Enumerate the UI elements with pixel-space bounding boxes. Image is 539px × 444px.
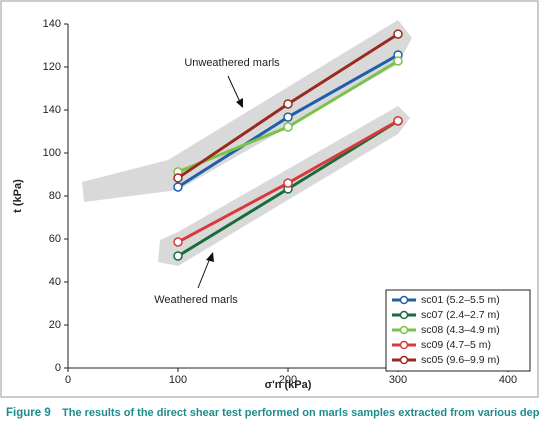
x-tick-label: 0 [65, 374, 71, 386]
arrow-head [236, 98, 243, 108]
legend-label: sc07 (2.4–2.7 m) [421, 309, 500, 321]
x-tick-label: 400 [499, 374, 517, 386]
point [283, 112, 293, 122]
y-tick-label: 40 [49, 276, 61, 288]
y-tick-label: 0 [55, 362, 61, 374]
point [283, 99, 293, 109]
x-tick-label: 300 [389, 374, 407, 386]
point [173, 182, 183, 192]
arrow [227, 75, 241, 103]
point [173, 173, 183, 183]
legend-label: sc08 (4.3–4.9 m) [421, 324, 500, 336]
annotation: Unweathered marls [184, 57, 280, 69]
y-tick-label: 140 [43, 18, 61, 30]
y-tick-label: 20 [49, 319, 61, 331]
point [393, 116, 403, 126]
point [173, 251, 183, 261]
y-tick-label: 120 [43, 61, 61, 73]
y-tick-label: 80 [49, 190, 61, 202]
point [173, 237, 183, 247]
legend-label: sc09 (4.7–5 m) [421, 339, 491, 351]
legend-swatch-marker [399, 340, 409, 350]
x-tick-label: 100 [169, 374, 187, 386]
arrow [197, 257, 211, 289]
legend-swatch-marker [399, 295, 409, 305]
x-axis-label: σ'n (kPa) [265, 379, 312, 391]
y-tick-label: 140 [43, 104, 61, 116]
x-tick-label: 200 [279, 374, 297, 386]
legend-swatch-marker [399, 355, 409, 365]
point [283, 122, 293, 132]
frame [0, 0, 539, 398]
point [283, 178, 293, 188]
legend-swatch-marker [399, 310, 409, 320]
band [82, 20, 412, 202]
legend-swatch-marker [399, 325, 409, 335]
caption-label: Figure 9 [6, 407, 51, 419]
point [393, 29, 403, 39]
legend-label: sc05 (9.6–9.9 m) [421, 354, 500, 366]
legend-label: sc01 (5.2–5.5 m) [421, 294, 500, 306]
point [393, 56, 403, 66]
y-tick-label: 60 [49, 233, 61, 245]
caption: The results of the direct shear test per… [62, 407, 539, 419]
y-axis-label: t (kPa) [12, 179, 24, 213]
annotation: Weathered marls [154, 294, 238, 306]
y-tick-label: 100 [43, 147, 61, 159]
arrow-head [206, 252, 214, 262]
